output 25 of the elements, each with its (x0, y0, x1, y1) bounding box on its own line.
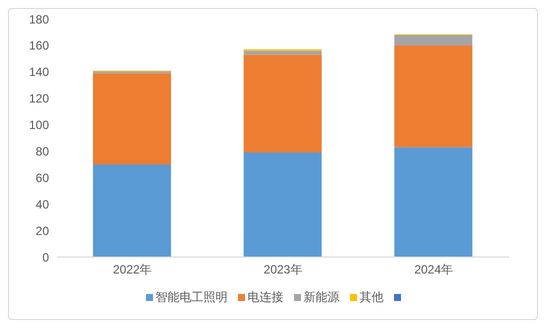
legend-label: 智能电工照明 (156, 289, 228, 306)
bar (244, 152, 322, 257)
bar (394, 34, 472, 46)
y-tick-label: 0 (42, 250, 50, 264)
y-tick-label: 20 (36, 224, 50, 238)
y-tick-label: 60 (36, 170, 50, 185)
x-tick-label: 2022年 (112, 262, 152, 277)
legend-label: 电连接 (248, 289, 284, 306)
y-tick-label: 180 (28, 12, 50, 26)
bar (244, 50, 322, 55)
y-tick-label: 100 (28, 118, 50, 132)
x-tick-label: 2024年 (414, 262, 454, 277)
legend-label: 其他 (360, 289, 384, 306)
bar (93, 164, 171, 257)
legend-label: 新能源 (304, 289, 340, 306)
bar (244, 54, 322, 153)
x-tick-label: 2023年 (264, 262, 302, 277)
bar (93, 73, 171, 164)
y-tick-label: 40 (36, 197, 50, 212)
y-tick-label: 140 (28, 65, 50, 80)
y-tick-label: 80 (36, 144, 50, 158)
y-tick-label: 120 (28, 92, 50, 106)
bar (394, 45, 472, 148)
bar (394, 147, 472, 257)
y-tick-label: 160 (28, 38, 50, 53)
